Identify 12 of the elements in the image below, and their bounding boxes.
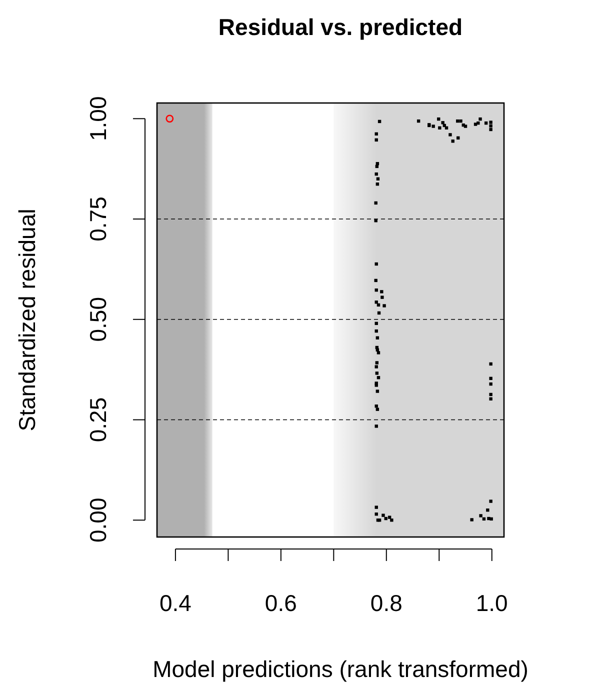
x-tick-label: 0.8 <box>370 590 402 616</box>
chart-title: Residual vs. predicted <box>218 14 463 40</box>
y-tick-label: 0.75 <box>85 196 111 242</box>
x-tick-label: 0.6 <box>264 590 297 616</box>
y-tick-label: 0.50 <box>85 297 111 342</box>
y-tick-label: 0.25 <box>85 397 111 442</box>
y-tick-label: 0.00 <box>85 498 111 543</box>
y-tick-label: 1.00 <box>85 96 111 142</box>
x-tick-label: 0.4 <box>159 590 192 616</box>
x-tick-label: 1.0 <box>476 590 508 616</box>
x-axis-title: Model predictions (rank transformed) <box>152 656 528 682</box>
y-axis-title: Standardized residual <box>14 208 40 432</box>
